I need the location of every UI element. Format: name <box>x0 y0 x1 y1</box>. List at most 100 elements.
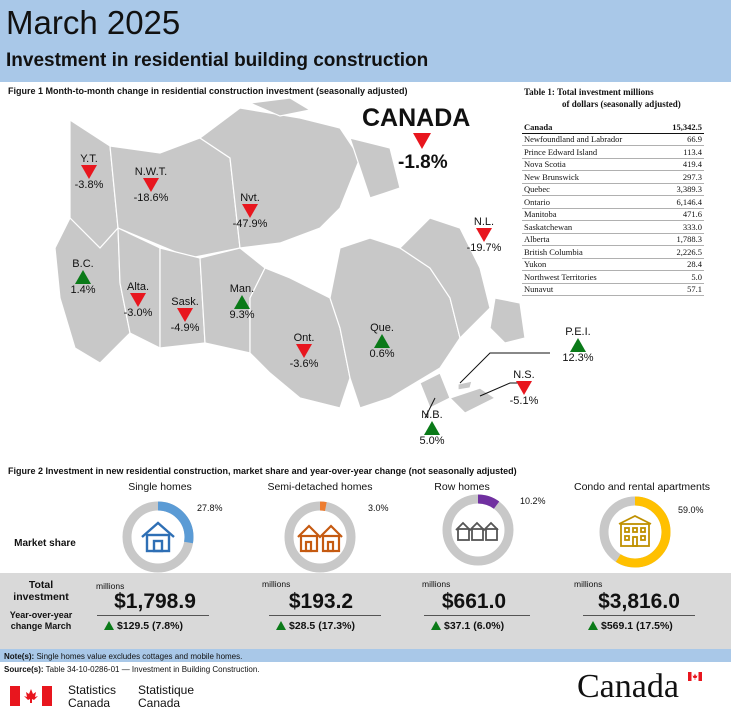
amount-underline <box>424 615 530 616</box>
table-row: Nunavut 57.1 <box>522 283 704 296</box>
province-label: P.E.I. <box>565 326 591 338</box>
row-homes-yoy: $37.1 (6.0%) <box>431 620 504 632</box>
province-label: Nvt. <box>240 192 260 204</box>
single-homes-yoy: $129.5 (7.8%) <box>104 620 183 632</box>
source-label: Source(s): <box>4 665 44 674</box>
map-bc <box>54 216 131 364</box>
table-row: Prince Edward Island 113.4 <box>522 145 704 159</box>
up-arrow-icon <box>234 295 250 309</box>
region-cell: New Brunswick <box>522 170 659 184</box>
value-cell: 57.1 <box>658 283 704 296</box>
condo-rental-donut <box>599 496 671 568</box>
row-homes-donut <box>442 494 514 566</box>
figure2-caption: Figure 2 Investment in new residential c… <box>8 466 517 476</box>
province-change: 12.3% <box>562 352 594 364</box>
yoy-value: $569.1 (17.5%) <box>601 620 673 632</box>
canada-label: CANADA <box>362 104 471 132</box>
totals-band <box>0 573 731 649</box>
semi-detached-yoy: $28.5 (17.3%) <box>276 620 355 632</box>
province-label: Sask. <box>171 296 199 308</box>
region-cell: Prince Edward Island <box>522 145 659 159</box>
note-label: Note(s): <box>4 652 35 661</box>
up-arrow-icon <box>588 621 598 630</box>
segment-title: Row homes <box>434 481 490 493</box>
table-row: Ontario 6,146.4 <box>522 195 704 209</box>
apartment-icon <box>618 514 652 547</box>
province-man: Man. 9.3% <box>224 283 260 321</box>
millions-label: millions <box>422 579 451 589</box>
province-pei: P.E.I. 12.3% <box>558 326 598 364</box>
map-labrador <box>399 217 491 340</box>
province-change: -3.8% <box>74 179 104 191</box>
up-arrow-icon <box>431 621 441 630</box>
page-subtitle: Investment in residential building const… <box>6 50 429 71</box>
yoy-change-label: Year-over-year change March <box>9 610 73 631</box>
semi-detached-donut <box>284 501 356 573</box>
region-cell: British Columbia <box>522 245 659 259</box>
map-alberta <box>117 227 161 349</box>
table-row: Manitoba 471.6 <box>522 208 704 221</box>
amount-underline <box>97 615 209 616</box>
province-change: -47.9% <box>232 218 268 230</box>
province-label: Que. <box>370 322 394 334</box>
note-line: Note(s): Single homes value excludes cot… <box>4 652 242 661</box>
source-line: Source(s): Table 34-10-0286-01 — Investm… <box>4 665 260 674</box>
nb-leader-line <box>424 397 436 419</box>
province-label: B.C. <box>72 258 94 270</box>
yoy-value: $129.5 (7.8%) <box>117 620 183 632</box>
value-cell: 66.9 <box>658 133 704 146</box>
row-homes-share: 10.2% <box>520 496 546 506</box>
map-baffin-island <box>349 137 401 199</box>
statcan-fr-line1: Statistique <box>138 683 195 697</box>
canada-change: -1.8% <box>398 152 448 173</box>
region-cell: Alberta <box>522 233 659 246</box>
row-homes-amount: $661.0 <box>441 590 507 613</box>
statcan-fr: Statistique Canada <box>138 684 194 710</box>
value-cell: 28.4 <box>658 258 704 271</box>
value-cell: 113.4 <box>658 145 704 159</box>
table-row: Nova Scotia 419.4 <box>522 158 704 171</box>
down-arrow-icon <box>516 381 532 395</box>
down-arrow-icon <box>476 228 492 242</box>
yoy-value: $37.1 (6.0%) <box>444 620 505 632</box>
province-label: N.L. <box>473 216 495 228</box>
table-row: Quebec 3,389.3 <box>522 183 704 196</box>
province-sask: Sask. -4.9% <box>166 296 204 334</box>
province-nl: N.L. -19.7% <box>464 216 504 254</box>
statcan-en: Statistics Canada <box>68 684 116 710</box>
region-cell: Northwest Territories <box>522 270 659 284</box>
canada-map <box>54 98 550 419</box>
value-cell: 297.3 <box>658 170 704 184</box>
province-label: Ont. <box>293 332 315 344</box>
province-nvt: Nvt. -47.9% <box>228 192 272 230</box>
value-cell: 419.4 <box>658 158 704 171</box>
semi-detached-amount: $193.2 <box>288 590 354 613</box>
region-cell: Ontario <box>522 195 659 209</box>
up-arrow-icon <box>104 621 114 630</box>
province-ns: N.S. -5.1% <box>506 369 542 407</box>
condo-rental-amount: $3,816.0 <box>598 590 680 613</box>
table-row: Yukon 28.4 <box>522 258 704 271</box>
value-cell: 3,389.3 <box>658 183 704 196</box>
province-change: -3.6% <box>289 358 319 370</box>
province-change: 1.4% <box>70 284 96 296</box>
source-text: Table 34-10-0286-01 — Investment in Buil… <box>45 665 260 674</box>
amount-underline <box>583 615 695 616</box>
province-change: -4.9% <box>170 322 200 334</box>
region-cell: Manitoba <box>522 208 659 221</box>
investment-table: Canada 15,342.5 Newfoundland and Labrador… <box>522 121 704 296</box>
province-change: 9.3% <box>229 309 255 321</box>
value-cell: 15,342.5 <box>658 121 704 134</box>
house-icon <box>141 521 175 553</box>
single-homes-amount: $1,798.9 <box>114 590 196 613</box>
statcan-en-line1: Statistics <box>68 683 117 697</box>
millions-label: millions <box>262 579 291 589</box>
province-yt: Y.T. -3.8% <box>72 153 106 191</box>
segment-title: Single homes <box>128 481 192 493</box>
province-change: -18.6% <box>133 192 169 204</box>
map-pei <box>457 380 473 391</box>
province-label: Man. <box>229 283 255 295</box>
province-change: -3.0% <box>123 307 153 319</box>
up-arrow-icon <box>374 334 390 348</box>
segment-title: Condo and rental apartments <box>573 481 710 493</box>
